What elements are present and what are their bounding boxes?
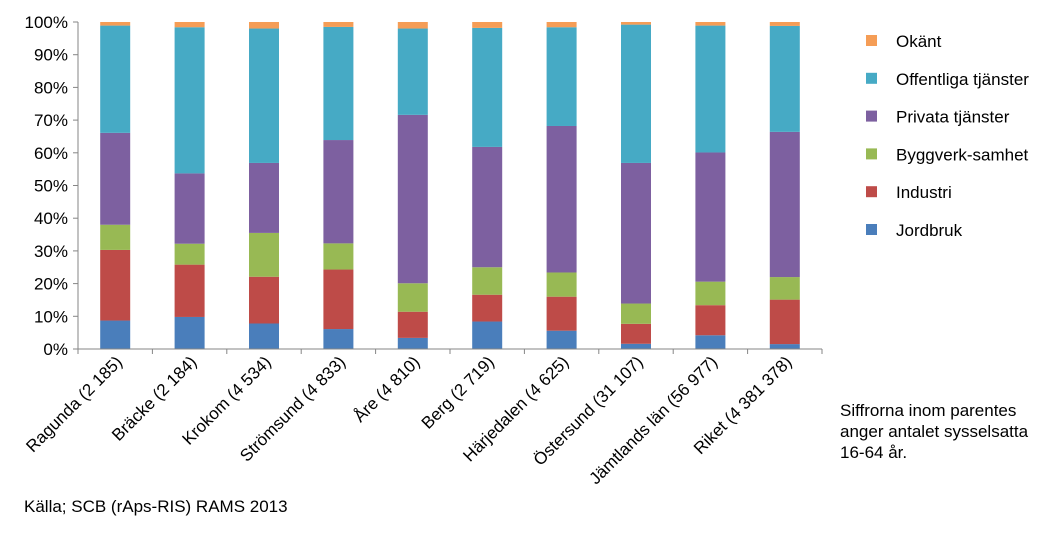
bar-segment-privata-tjänster (397, 114, 428, 284)
bar-segment-jordbruk (397, 337, 428, 349)
x-category-label: Ragunda (2 185) (22, 352, 126, 456)
source-citation: Källa; SCB (rAps-RIS) RAMS 2013 (24, 497, 288, 516)
bar-segment-offentliga-tjänster (100, 25, 131, 133)
bar-segment-industri (249, 276, 279, 324)
bar-segment-offentliga-tjänster (546, 27, 577, 126)
bar-segment-industri (323, 269, 354, 330)
bar-segment-byggverk-samhet (695, 281, 726, 306)
legend-swatch (866, 186, 877, 198)
bar-segment-okänt (546, 22, 577, 28)
bar-segment-jordbruk (695, 335, 726, 349)
bar-segment-jordbruk (769, 344, 800, 349)
legend-label: Okänt (896, 32, 942, 51)
x-category-label: Jämtlands län (56 977) (586, 352, 722, 488)
bar-segment-industri (472, 294, 503, 322)
legend-swatch (866, 224, 877, 235)
bar-segment-privata-tjänster (100, 132, 131, 225)
y-tick-label: 80% (34, 78, 68, 97)
bar-segment-industri (621, 323, 651, 344)
bar-segment-offentliga-tjänster (397, 28, 428, 115)
legend-label: Offentliga tjänster (896, 70, 1029, 89)
y-tick-label: 40% (34, 209, 68, 228)
bar-segment-byggverk-samhet (397, 283, 428, 312)
bar-segment-offentliga-tjänster (695, 25, 726, 153)
bar-segment-jordbruk (621, 343, 651, 349)
legend-label: Privata tjänster (896, 108, 1010, 127)
bar-segment-okänt (249, 22, 279, 29)
bar-segment-privata-tjänster (174, 173, 205, 244)
legend-label: Jordbruk (896, 221, 963, 240)
legend-swatch (866, 72, 877, 84)
bar-segment-offentliga-tjänster (174, 27, 205, 174)
bar-segment-industri (546, 296, 577, 331)
bar-segment-jordbruk (546, 330, 577, 349)
y-tick-label: 100% (25, 13, 68, 32)
bar-segment-industri (100, 249, 131, 321)
bar-segment-offentliga-tjänster (323, 26, 354, 141)
y-tick-label: 20% (34, 275, 68, 294)
legend-label: Industri (896, 183, 952, 202)
bar-segment-offentliga-tjänster (249, 28, 279, 163)
bar-segment-industri (769, 299, 800, 345)
y-tick-label: 0% (43, 340, 68, 359)
bar-segment-byggverk-samhet (174, 243, 205, 265)
x-category-label: Åre (4 810) (350, 352, 424, 426)
y-tick-label: 70% (34, 111, 68, 130)
y-tick-label: 90% (34, 46, 68, 65)
y-tick-label: 60% (34, 144, 68, 163)
bar-segment-privata-tjänster (323, 140, 354, 244)
bar-segment-offentliga-tjänster (472, 27, 503, 147)
bar-segment-okänt (621, 22, 651, 25)
bar-segment-byggverk-samhet (472, 267, 503, 295)
bar-segment-byggverk-samhet (323, 243, 354, 270)
y-tick-label: 50% (34, 177, 68, 196)
bar-segment-okänt (472, 22, 503, 28)
bar-segment-okänt (323, 22, 354, 27)
bar-segment-privata-tjänster (769, 131, 800, 278)
bar-segment-okänt (695, 22, 726, 26)
bar-segment-industri (174, 264, 205, 317)
bar-segment-byggverk-samhet (621, 303, 651, 324)
bar-segment-byggverk-samhet (100, 224, 131, 250)
legend-swatch (866, 148, 877, 160)
legend-label: Byggverk-samhet (896, 145, 1029, 164)
bar-segment-okänt (100, 22, 131, 26)
bar-segment-privata-tjänster (621, 162, 651, 304)
bar-segment-privata-tjänster (249, 162, 279, 233)
bar-segment-byggverk-samhet (769, 277, 800, 300)
bar-segment-offentliga-tjänster (621, 24, 651, 163)
bar-segment-byggverk-samhet (546, 272, 577, 297)
legend-swatch (866, 35, 877, 46)
bar-segment-jordbruk (472, 321, 503, 349)
legend-swatch (866, 110, 877, 122)
bar-segment-okänt (769, 22, 800, 26)
bar-segment-jordbruk (100, 320, 131, 349)
bar-segment-privata-tjänster (695, 152, 726, 282)
bar-segment-okänt (397, 22, 428, 29)
bar-segment-jordbruk (174, 316, 205, 349)
bar-segment-okänt (174, 22, 205, 28)
bar-segment-jordbruk (323, 329, 354, 349)
y-tick-label: 30% (34, 242, 68, 261)
bar-segment-jordbruk (249, 323, 279, 349)
bar-segment-offentliga-tjänster (769, 25, 800, 132)
y-tick-label: 10% (34, 307, 68, 326)
footnote-employed-count: Siffrorna inom parentes anger antalet sy… (840, 401, 1029, 462)
bar-segment-privata-tjänster (546, 125, 577, 273)
bar-segment-byggverk-samhet (249, 232, 279, 277)
x-category-label: Berg (2 719) (418, 352, 498, 432)
bar-segment-industri (695, 305, 726, 336)
bar-segment-industri (397, 311, 428, 338)
bar-segment-privata-tjänster (472, 146, 503, 268)
